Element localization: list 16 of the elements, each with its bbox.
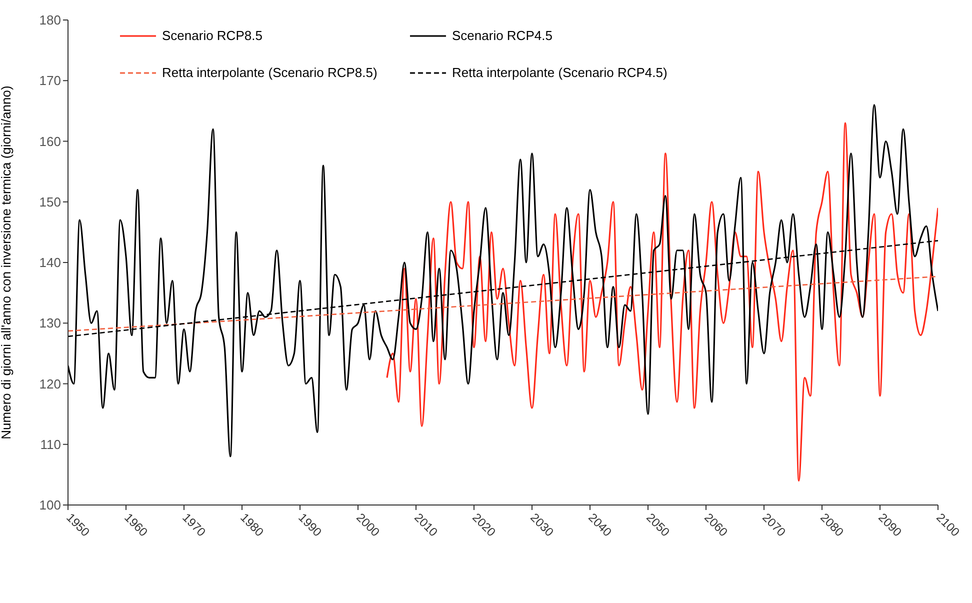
y-tick-label: 100	[39, 498, 61, 513]
y-tick-label: 150	[39, 194, 61, 210]
y-tick-label: 130	[39, 316, 61, 331]
y-tick-label: 140	[39, 255, 61, 270]
legend-label: Scenario RCP8.5	[162, 28, 262, 43]
y-tick-label: 160	[39, 134, 61, 149]
line-series	[68, 104, 938, 458]
y-tick-label: 110	[40, 436, 61, 452]
y-tick-label: 180	[39, 12, 61, 28]
y-axis-title: Numero di giorni all'anno con inversione termica (giorni/anno)	[0, 86, 14, 440]
y-tick-label: 120	[39, 376, 61, 392]
legend-label: Retta interpolante (Scenario RCP4.5)	[452, 65, 668, 80]
line-series	[386, 122, 938, 482]
y-tick-label: 170	[39, 73, 61, 88]
legend-label: Retta interpolante (Scenario RCP8.5)	[162, 65, 378, 80]
legend-label: Scenario RCP4.5	[452, 28, 552, 43]
